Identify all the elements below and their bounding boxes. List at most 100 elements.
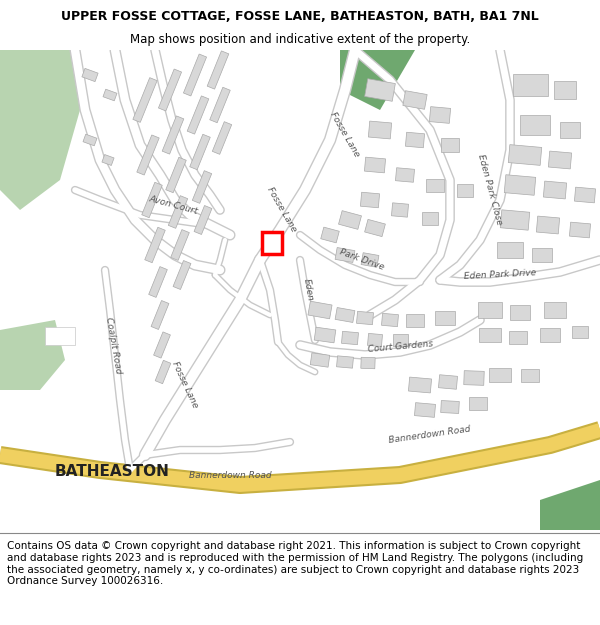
Bar: [382, 313, 398, 327]
Bar: [158, 69, 182, 111]
Bar: [365, 219, 385, 237]
Bar: [154, 332, 170, 358]
Bar: [478, 302, 502, 318]
Bar: [145, 228, 165, 262]
Bar: [395, 168, 415, 182]
Bar: [262, 232, 282, 254]
Bar: [409, 377, 431, 393]
Text: Fosse Lane: Fosse Lane: [329, 111, 361, 159]
Bar: [361, 253, 379, 268]
Bar: [548, 151, 572, 169]
Bar: [337, 356, 353, 368]
Bar: [574, 187, 596, 203]
Bar: [335, 308, 355, 322]
Bar: [512, 74, 548, 96]
Bar: [82, 68, 98, 82]
Bar: [520, 115, 550, 135]
Bar: [441, 138, 459, 152]
Bar: [560, 122, 580, 138]
Bar: [361, 357, 375, 369]
Bar: [509, 331, 527, 344]
Bar: [361, 192, 380, 208]
Text: UPPER FOSSE COTTAGE, FOSSE LANE, BATHEASTON, BATH, BA1 7NL: UPPER FOSSE COTTAGE, FOSSE LANE, BATHEAS…: [61, 10, 539, 23]
Bar: [341, 331, 358, 344]
Bar: [194, 206, 212, 234]
Bar: [170, 229, 190, 261]
Bar: [368, 333, 382, 347]
Bar: [45, 327, 75, 345]
Bar: [532, 248, 552, 262]
Bar: [479, 328, 501, 342]
Bar: [173, 261, 191, 289]
Bar: [207, 51, 229, 89]
Bar: [190, 134, 210, 170]
Bar: [103, 89, 117, 101]
Bar: [406, 132, 425, 148]
Bar: [338, 211, 361, 229]
Bar: [426, 179, 444, 191]
Bar: [544, 181, 566, 199]
Bar: [166, 158, 186, 192]
Bar: [521, 369, 539, 381]
Text: Eden Park Close: Eden Park Close: [476, 154, 504, 226]
Bar: [392, 334, 407, 346]
Text: Map shows position and indicative extent of the property.: Map shows position and indicative extent…: [130, 32, 470, 46]
Text: Fosse Lane: Fosse Lane: [170, 361, 200, 409]
Bar: [335, 248, 355, 262]
Text: Fosse Lane: Fosse Lane: [266, 186, 298, 234]
Bar: [403, 91, 427, 109]
Text: Eden Park Drive: Eden Park Drive: [464, 269, 536, 281]
Bar: [569, 222, 590, 238]
Bar: [439, 375, 458, 389]
Bar: [149, 267, 167, 298]
Text: Contains OS data © Crown copyright and database right 2021. This information is : Contains OS data © Crown copyright and d…: [7, 541, 583, 586]
Bar: [464, 371, 484, 386]
Bar: [168, 196, 188, 228]
Text: Eden: Eden: [302, 278, 314, 302]
Bar: [554, 81, 576, 99]
Bar: [368, 121, 392, 139]
Text: Park Drive: Park Drive: [338, 248, 386, 272]
Text: Avon Court: Avon Court: [148, 194, 199, 216]
Bar: [510, 304, 530, 319]
Bar: [508, 144, 542, 166]
Bar: [536, 216, 560, 234]
Bar: [83, 134, 97, 146]
Text: Bannerdown Road: Bannerdown Road: [188, 471, 271, 479]
Bar: [500, 210, 530, 230]
Bar: [469, 396, 487, 409]
Text: Court Gardens: Court Gardens: [367, 339, 433, 354]
Bar: [308, 301, 332, 319]
Bar: [406, 314, 424, 326]
Bar: [310, 352, 330, 367]
Bar: [572, 326, 588, 338]
Bar: [184, 54, 206, 96]
Bar: [314, 327, 336, 343]
Bar: [142, 182, 162, 218]
Bar: [540, 328, 560, 342]
Bar: [365, 79, 395, 101]
Bar: [435, 311, 455, 325]
Bar: [504, 175, 536, 195]
Polygon shape: [340, 50, 415, 110]
Text: BATHEASTON: BATHEASTON: [55, 464, 170, 479]
Bar: [391, 203, 409, 217]
Bar: [210, 88, 230, 122]
Bar: [489, 368, 511, 382]
Polygon shape: [0, 50, 80, 210]
Bar: [187, 96, 209, 134]
Bar: [364, 157, 386, 173]
Bar: [102, 154, 114, 166]
Bar: [440, 401, 460, 414]
Bar: [151, 301, 169, 329]
Bar: [137, 135, 159, 175]
Bar: [192, 171, 212, 203]
Bar: [162, 116, 184, 154]
Bar: [415, 402, 436, 418]
Bar: [544, 302, 566, 318]
Polygon shape: [0, 320, 65, 390]
Bar: [356, 311, 373, 324]
Bar: [133, 78, 157, 122]
Bar: [497, 242, 523, 258]
Bar: [430, 107, 451, 123]
